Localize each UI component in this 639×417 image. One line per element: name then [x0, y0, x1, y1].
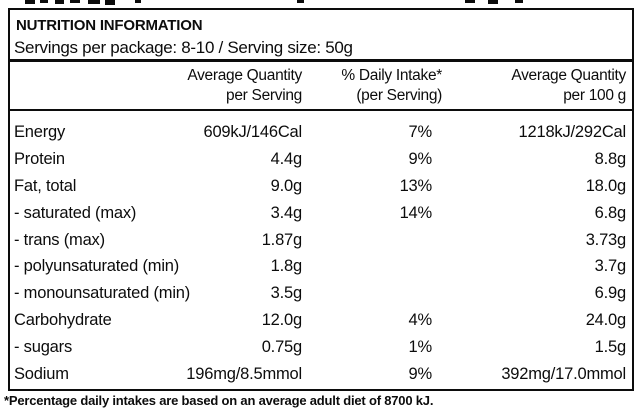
- clipped-text-fragment: [515, 0, 523, 3]
- nutrient-name: - polyunsaturated (min): [14, 257, 180, 276]
- value-daily-intake: 13%: [399, 176, 433, 195]
- value-daily-intake: 4%: [408, 311, 433, 330]
- value-daily-intake: 1%: [408, 338, 433, 357]
- nutrient-name: - monounsaturated (min): [14, 284, 191, 303]
- clipped-text-fragment: [488, 0, 498, 4]
- col-header-line: per 100 g: [563, 87, 626, 104]
- nutrient-name: - saturated (max): [14, 203, 137, 222]
- col-header-line: Average Quantity: [187, 67, 302, 84]
- col-header-line: Average Quantity: [511, 67, 626, 84]
- value-per-serving: 3.5g: [270, 284, 303, 303]
- col-header-nutrient: [14, 66, 157, 109]
- nutrient-name: Sodium: [14, 364, 69, 383]
- value-per-serving: 609kJ/146Cal: [203, 122, 302, 141]
- col-header-line: per Serving: [226, 87, 302, 104]
- clipped-text-fragment: [55, 0, 64, 4]
- value-per-100g: 1218kJ/292Cal: [518, 122, 627, 141]
- clipped-text-fragment: [297, 0, 304, 3]
- value-daily-intake: 14%: [399, 203, 433, 222]
- value-per-100g: 18.0g: [585, 176, 626, 195]
- nutrient-name: Protein: [14, 149, 65, 168]
- col-header-line: % Daily Intake*: [341, 67, 442, 84]
- col-header-per-serving: Average Quantity per Serving: [157, 66, 302, 109]
- value-per-100g: 6.8g: [594, 203, 627, 222]
- panel-header: NUTRITION INFORMATION Servings per packa…: [10, 10, 632, 62]
- panel-title: NUTRITION INFORMATION: [16, 17, 203, 34]
- nutrient-name: Carbohydrate: [14, 311, 112, 330]
- value-per-serving: 12.0g: [261, 311, 302, 330]
- column-headers: Average Quantity per Serving % Daily Int…: [10, 62, 632, 111]
- value-daily-intake: 9%: [408, 149, 433, 168]
- value-per-serving: 9.0g: [270, 176, 303, 195]
- daily-intake-footnote: *Percentage daily intakes are based on a…: [4, 393, 434, 408]
- col-header-line: (per Serving): [356, 87, 442, 104]
- col-header-daily-intake: % Daily Intake* (per Serving): [302, 66, 442, 109]
- clipped-text-fragment: [40, 0, 48, 3]
- clipped-text-fragment: [70, 0, 80, 3]
- nutrient-name: - sugars: [14, 338, 73, 357]
- col-header-per-100g: Average Quantity per 100 g: [442, 66, 626, 109]
- nutrient-name: Energy: [14, 122, 66, 141]
- clipped-text-fragment: [465, 0, 475, 3]
- value-per-serving: 1.87g: [261, 230, 302, 249]
- value-per-100g: 392mg/17.0mmol: [501, 364, 626, 383]
- clipped-text-fragment: [88, 0, 100, 4]
- value-per-100g: 24.0g: [585, 311, 626, 330]
- value-per-100g: 6.9g: [594, 284, 627, 303]
- value-daily-intake: 9%: [408, 364, 433, 383]
- clipped-text-fragment: [25, 0, 35, 4]
- clipped-text-fragment: [105, 0, 115, 5]
- nutrient-name: Fat, total: [14, 176, 77, 195]
- value-per-serving: 196mg/8.5mmol: [186, 364, 302, 383]
- clipped-text-fragment: [135, 0, 141, 3]
- servings-info: Servings per package: 8-10 / Serving siz…: [14, 38, 353, 57]
- value-per-serving: 3.4g: [270, 203, 303, 222]
- value-daily-intake: 7%: [408, 122, 433, 141]
- value-per-100g: 3.7g: [594, 257, 627, 276]
- value-per-100g: 8.8g: [594, 149, 627, 168]
- nutrition-panel: NUTRITION INFORMATION Servings per packa…: [8, 8, 634, 391]
- value-per-serving: 1.8g: [270, 257, 303, 276]
- value-per-100g: 3.73g: [585, 230, 626, 249]
- nutrient-table: Energy 609kJ/146Cal 7% 1218kJ/292Cal Pro…: [10, 111, 632, 388]
- value-per-100g: 1.5g: [594, 338, 627, 357]
- nutrient-name: - trans (max): [14, 230, 105, 249]
- value-per-serving: 0.75g: [261, 338, 302, 357]
- value-per-serving: 4.4g: [270, 149, 303, 168]
